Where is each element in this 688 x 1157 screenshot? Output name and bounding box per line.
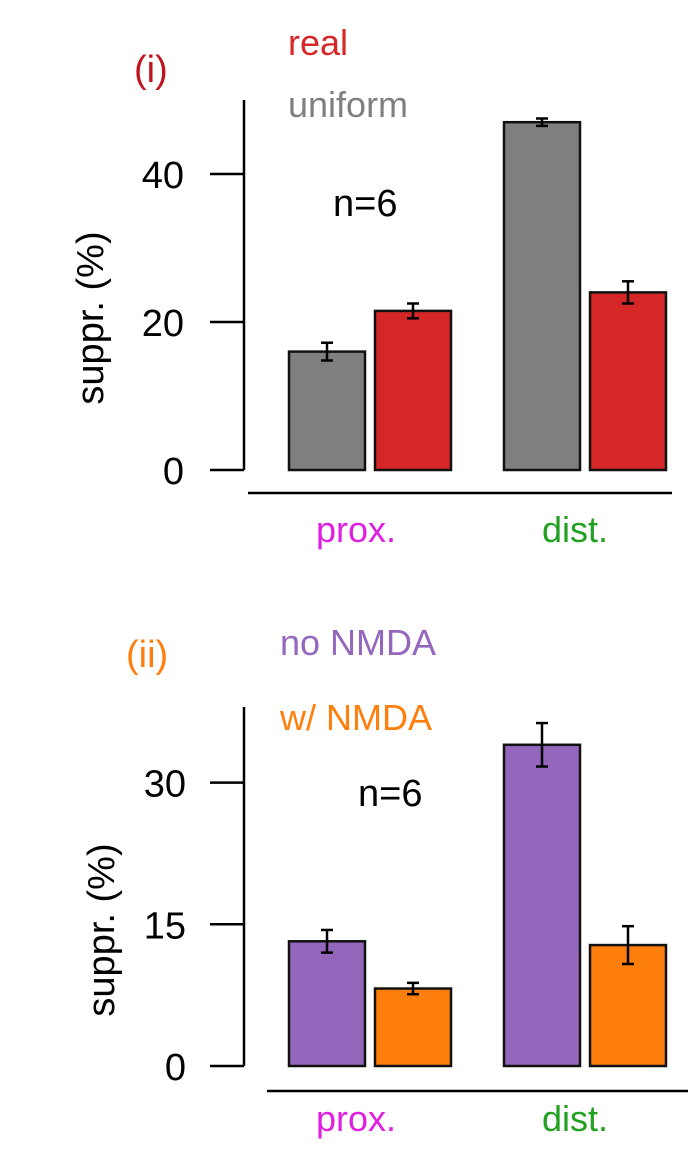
y-tick-label: 15 — [144, 905, 186, 947]
bar-no-nmda-dist — [502, 743, 582, 1068]
x-category-label-dist: dist. — [542, 1098, 608, 1139]
y-tick-label: 30 — [144, 764, 186, 806]
bar-w-nmda-prox — [373, 987, 453, 1068]
bar-uniform-prox — [287, 350, 367, 472]
chart-panel-i: 0 20 40 prox. dist. — [142, 100, 672, 550]
annotation-n-ii: n=6 — [358, 773, 422, 815]
y-axis-label-ii: suppr. (%) — [81, 843, 123, 1016]
annotation-n-i: n=6 — [333, 183, 397, 225]
bar-real-dist — [588, 291, 668, 472]
x-category-label-dist: dist. — [542, 509, 608, 550]
legend-entry-uniform: uniform — [288, 84, 408, 125]
bar-uniform-dist — [502, 120, 582, 472]
bar-no-nmda-prox — [287, 940, 367, 1068]
legend-entry-w-nmda: w/ NMDA — [279, 697, 432, 738]
y-tick-label: 40 — [142, 155, 184, 197]
panel-label-ii: (ii) — [126, 634, 168, 676]
x-category-label-prox: prox. — [316, 1098, 396, 1139]
chart-panel-ii: 0 15 30 prox. dist. — [144, 707, 688, 1139]
legend-entry-real: real — [288, 22, 348, 63]
legend-entry-no-nmda: no NMDA — [280, 622, 436, 663]
x-category-label-prox: prox. — [316, 509, 396, 550]
y-tick-label: 20 — [142, 303, 184, 345]
panel-label-i: (i) — [134, 49, 168, 91]
bar-real-prox — [373, 309, 453, 472]
y-tick-label: 0 — [163, 451, 184, 493]
y-axis-label-i: suppr. (%) — [70, 231, 112, 404]
y-tick-label: 0 — [165, 1047, 186, 1089]
